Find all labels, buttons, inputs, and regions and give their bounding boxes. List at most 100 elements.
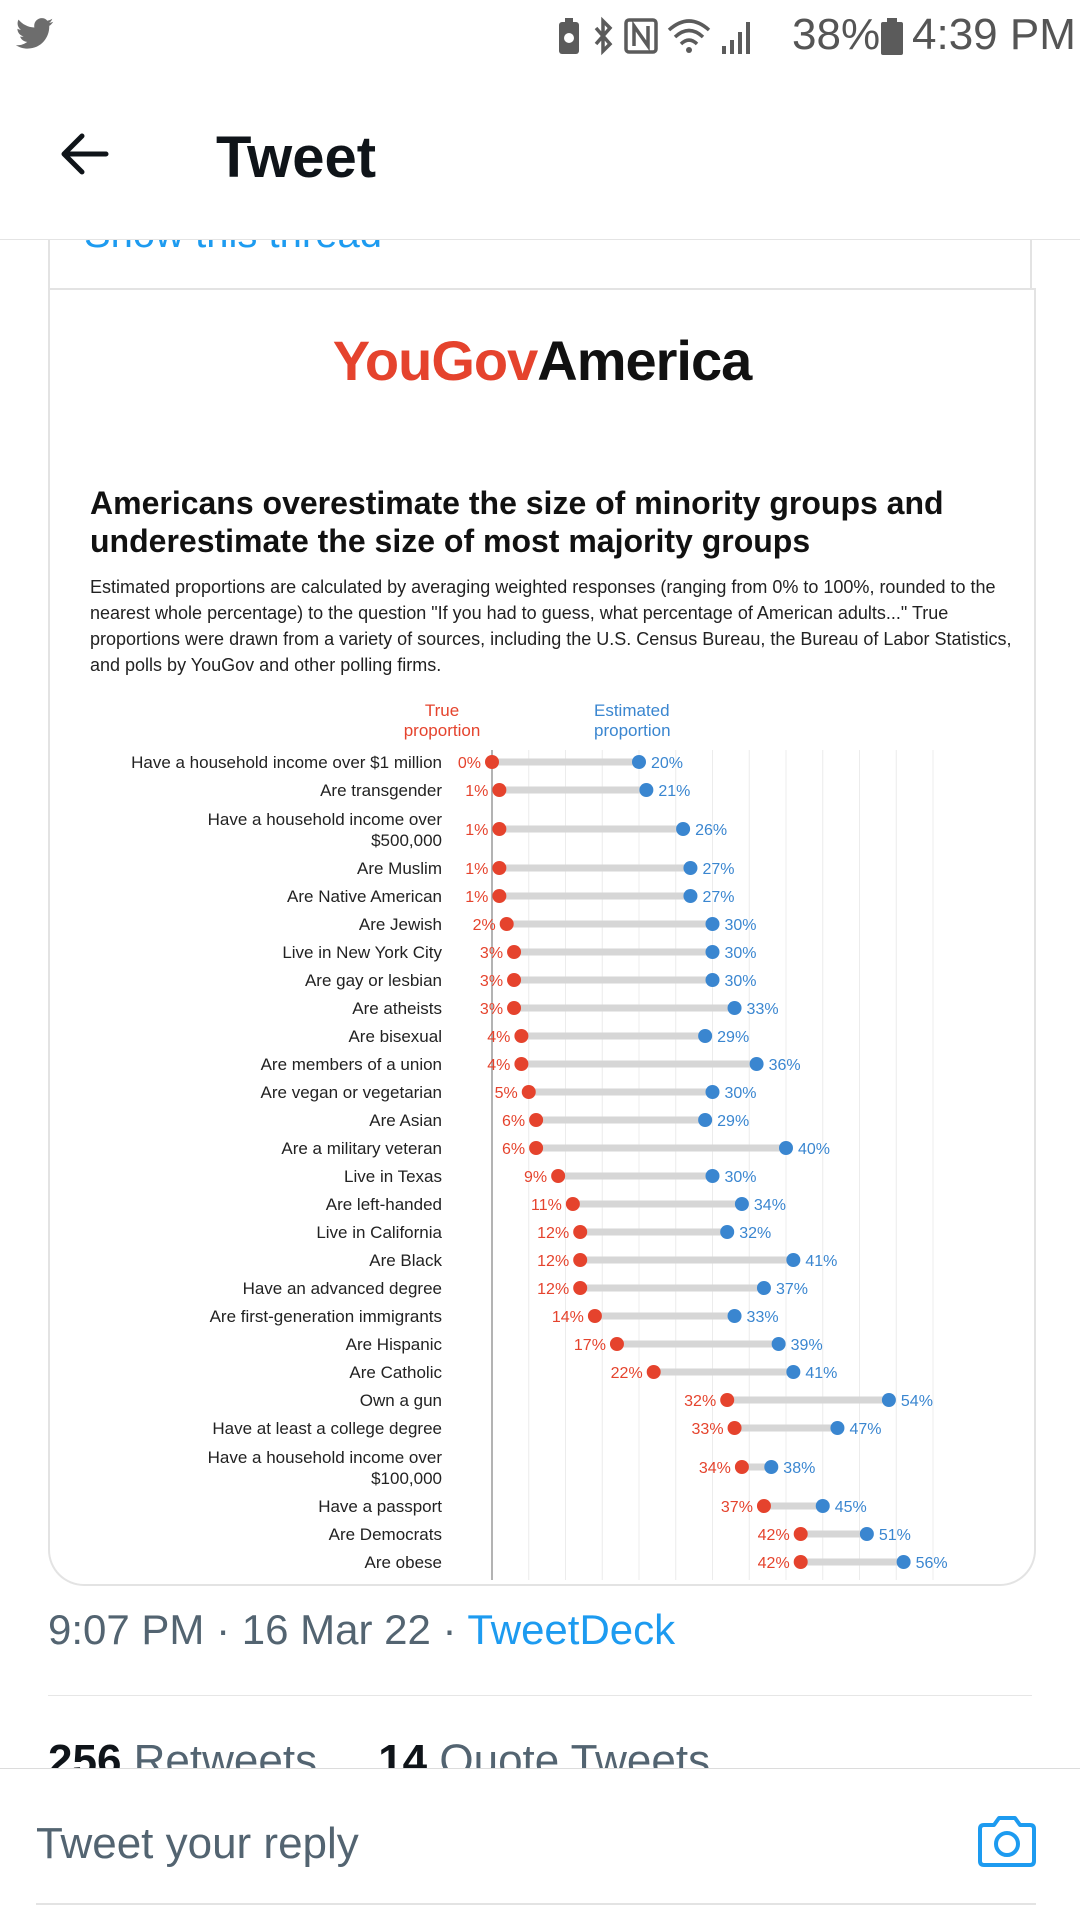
- true-point: [507, 945, 522, 959]
- chart-title-line-1: Americans overestimate the size of minor…: [90, 485, 944, 521]
- true-value-label: 3%: [480, 973, 503, 990]
- estimated-point: [779, 1141, 793, 1155]
- true-value-label: 32%: [684, 1393, 716, 1410]
- chart-title-line-2: underestimate the size of most majority …: [90, 523, 811, 559]
- true-point: [492, 889, 507, 903]
- true-value-label: 0%: [458, 755, 481, 772]
- estimated-point: [764, 1460, 779, 1474]
- true-value-label: 1%: [465, 861, 488, 878]
- estimated-point: [683, 861, 698, 875]
- true-point: [521, 1085, 536, 1099]
- estimated-point: [639, 783, 654, 797]
- bluetooth-icon: [594, 16, 613, 56]
- true-point: [485, 755, 499, 769]
- estimated-point: [859, 1527, 874, 1541]
- estimated-value-label: 56%: [916, 1555, 948, 1572]
- tweet-media-image[interactable]: YouGovAmerica Americans overestimate the…: [48, 288, 1036, 1586]
- media-border-right: [1030, 240, 1032, 300]
- true-point: [793, 1527, 808, 1541]
- estimated-value-label: 33%: [747, 1001, 779, 1018]
- arrow-left-icon[interactable]: [56, 126, 112, 182]
- true-value-label: 11%: [531, 1197, 562, 1214]
- estimated-point: [698, 1029, 713, 1043]
- true-value-label: 5%: [495, 1085, 518, 1102]
- estimated-value-label: 30%: [725, 1085, 757, 1102]
- row-label: Are Jewish: [359, 915, 442, 934]
- row-label: Have an advanced degree: [243, 1279, 442, 1298]
- true-value-label: 42%: [758, 1527, 790, 1544]
- camera-icon[interactable]: [976, 1813, 1038, 1869]
- row-label: Are bisexual: [348, 1027, 442, 1046]
- divider: [48, 1695, 1032, 1696]
- true-value-label: 6%: [502, 1141, 525, 1158]
- true-value-label: 22%: [611, 1365, 643, 1382]
- estimated-point: [705, 945, 720, 959]
- estimated-value-label: 45%: [835, 1499, 867, 1516]
- estimated-point: [676, 822, 691, 836]
- row-label: Live in California: [316, 1223, 442, 1242]
- true-value-label: 1%: [465, 783, 488, 800]
- true-value-label: 9%: [524, 1169, 547, 1186]
- true-value-label: 12%: [537, 1253, 569, 1270]
- estimated-proportion-header: proportion: [594, 721, 671, 740]
- row-label: Are a military veteran: [281, 1139, 442, 1158]
- estimated-value-label: 54%: [901, 1393, 933, 1410]
- row-label: Own a gun: [360, 1391, 442, 1410]
- true-point: [734, 1460, 749, 1474]
- true-value-label: 3%: [480, 945, 503, 962]
- estimated-point: [683, 889, 698, 903]
- media-top-border: [50, 288, 1034, 290]
- true-point: [720, 1393, 735, 1407]
- row-label: Are Muslim: [357, 859, 442, 878]
- true-point: [756, 1499, 771, 1513]
- estimated-value-label: 30%: [725, 945, 757, 962]
- estimated-point: [896, 1555, 911, 1569]
- row-label: Have at least a college degree: [212, 1419, 442, 1438]
- true-value-label: 14%: [552, 1309, 584, 1326]
- battery-saver-icon: [559, 18, 579, 54]
- estimated-point: [705, 917, 720, 931]
- true-point: [646, 1365, 661, 1379]
- estimated-point: [720, 1225, 735, 1239]
- true-point: [587, 1309, 602, 1323]
- estimated-point: [830, 1421, 845, 1435]
- tweet-source-link[interactable]: TweetDeck: [467, 1606, 676, 1653]
- row-label: Are members of a union: [261, 1055, 442, 1074]
- estimated-value-label: 21%: [658, 783, 690, 800]
- estimated-point: [815, 1499, 830, 1513]
- reply-input[interactable]: Tweet your reply: [36, 1819, 359, 1868]
- row-label: Have a household income over: [208, 810, 443, 829]
- true-value-label: 33%: [692, 1421, 724, 1438]
- estimated-value-label: 51%: [879, 1527, 911, 1544]
- true-point: [565, 1197, 580, 1211]
- true-point: [609, 1337, 624, 1351]
- estimated-value-label: 33%: [747, 1309, 779, 1326]
- estimated-point: [632, 755, 646, 769]
- true-point: [507, 1001, 522, 1015]
- true-point: [793, 1555, 808, 1569]
- row-label: Are Native American: [287, 887, 442, 906]
- tweet-time-date: 9:07 PM · 16 Mar 22 ·: [48, 1606, 468, 1653]
- row-label: Have a household income over $1 million: [131, 753, 442, 772]
- true-point: [529, 1113, 544, 1127]
- row-label: Are Asian: [369, 1111, 442, 1130]
- estimated-point: [698, 1113, 713, 1127]
- true-point: [507, 973, 522, 987]
- true-point: [492, 783, 507, 797]
- true-value-label: 37%: [721, 1499, 753, 1516]
- tweet-timestamp: 9:07 PM · 16 Mar 22 · TweetDeck: [48, 1606, 675, 1654]
- estimated-point: [705, 973, 720, 987]
- true-point: [492, 822, 507, 836]
- chart-title: Americans overestimate the size of minor…: [90, 484, 1020, 560]
- row-label: Are Catholic: [349, 1363, 442, 1382]
- true-point: [514, 1029, 529, 1043]
- true-value-label: 3%: [480, 1001, 503, 1018]
- nfc-icon: [624, 18, 658, 54]
- true-point: [529, 1141, 544, 1155]
- estimated-value-label: 41%: [805, 1365, 837, 1382]
- true-proportion-header: True: [425, 701, 459, 720]
- yougov-logo: YouGovAmerica: [332, 329, 753, 392]
- estimated-value-label: 39%: [791, 1337, 823, 1354]
- row-label: Are first-generation immigrants: [210, 1307, 442, 1326]
